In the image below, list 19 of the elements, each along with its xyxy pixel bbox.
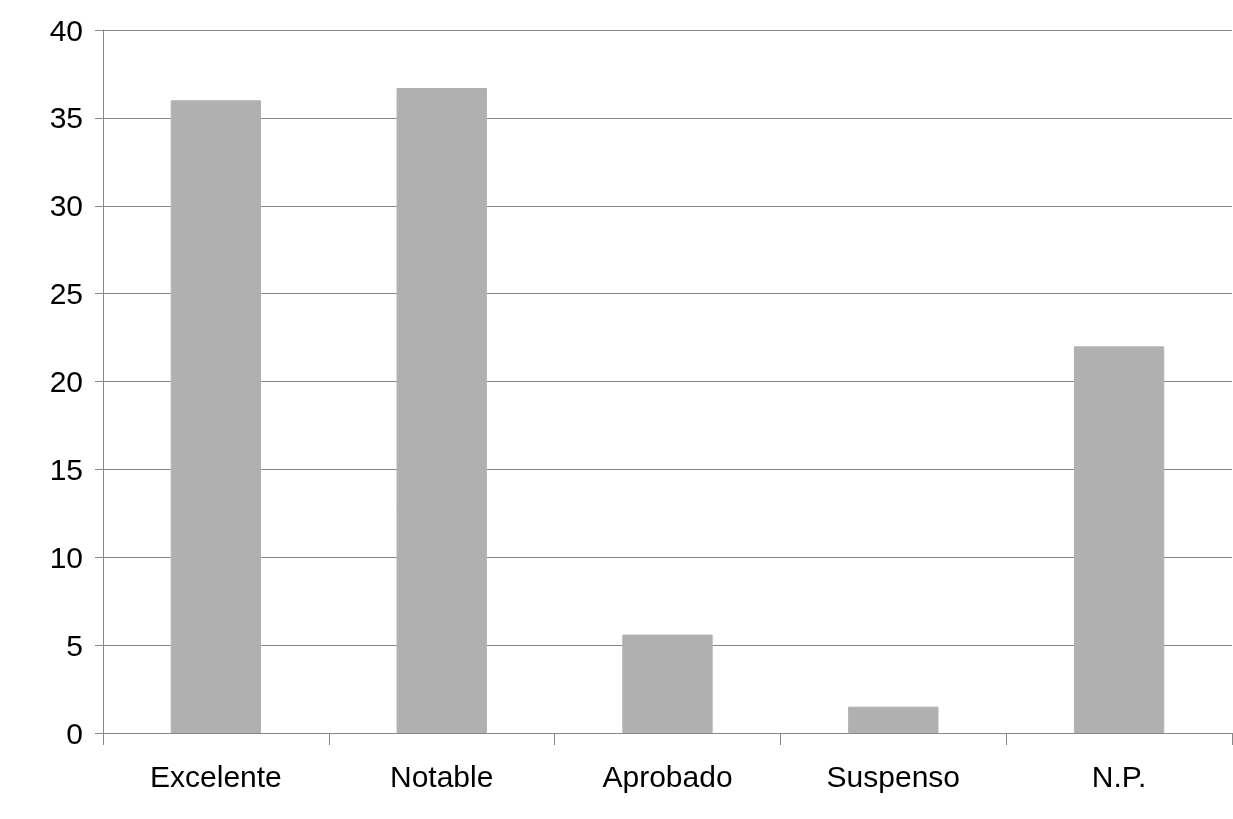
bar xyxy=(1073,346,1165,733)
x-tick-label: N.P. xyxy=(1091,759,1147,793)
y-tick-label: 40 xyxy=(49,13,83,47)
y-tick-label: 25 xyxy=(49,277,83,311)
y-tick-label: 10 xyxy=(49,540,83,574)
x-tick-label: Notable xyxy=(390,759,494,793)
y-tick-label: 30 xyxy=(49,189,83,223)
y-tick-label: 35 xyxy=(49,101,83,135)
bar xyxy=(622,634,713,733)
x-tick-label: Aprobado xyxy=(602,759,733,793)
y-tick-label: 20 xyxy=(49,365,83,398)
y-tick-label: 0 xyxy=(66,716,83,750)
bar xyxy=(848,706,939,733)
y-tick-label: 5 xyxy=(66,628,83,662)
x-tick-label: Suspenso xyxy=(826,759,961,793)
bar xyxy=(396,88,487,733)
bar xyxy=(170,100,262,733)
y-tick-label: 15 xyxy=(49,452,83,486)
x-tick-label: Excelente xyxy=(150,759,282,793)
